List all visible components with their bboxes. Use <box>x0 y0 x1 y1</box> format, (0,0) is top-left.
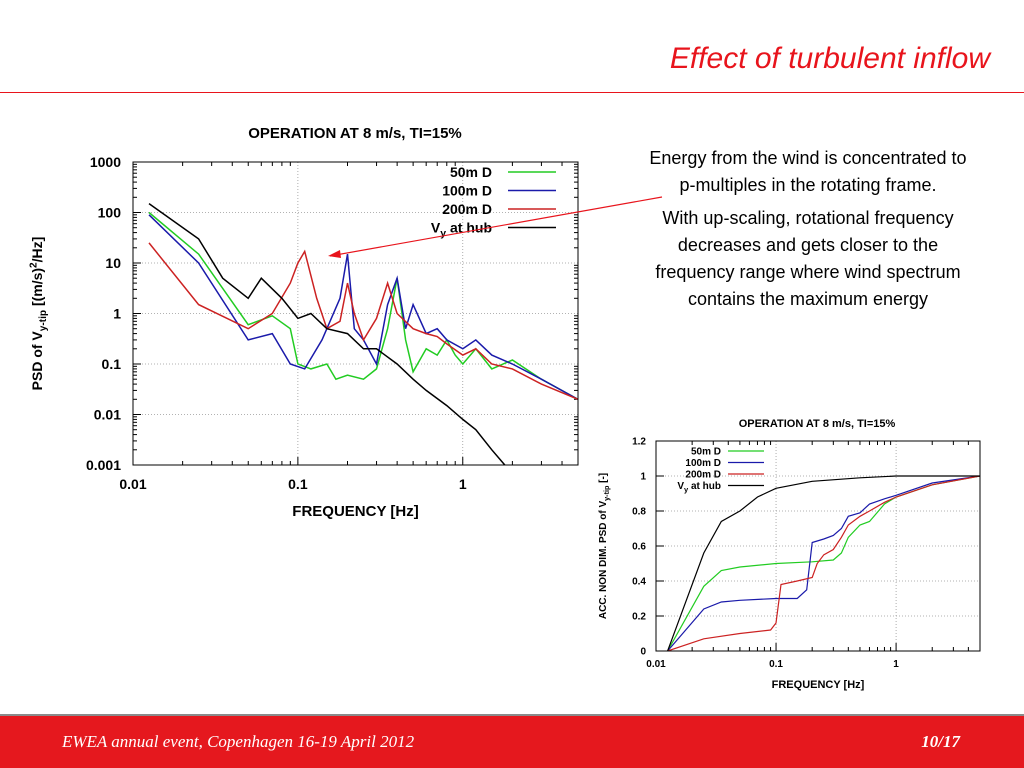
legend-label: 100m D <box>442 182 492 198</box>
chart-2: 0.01 0.1 1 0 0.2 0.4 0.6 0.8 1 1.2 OPERATION AT 8 … <box>598 418 981 691</box>
paragraph-energy: Energy from the wind is concentrated to … <box>649 148 967 195</box>
series-line-s100 <box>148 214 578 400</box>
series-line-s100 <box>667 475 980 651</box>
y-tick-label: 1.2 <box>632 437 646 448</box>
y-tick-label: 0.8 <box>632 507 646 518</box>
x-tick-label: 0.01 <box>646 659 666 670</box>
footer-page-number: 10/17 <box>921 732 960 751</box>
x-tick-label: 0.1 <box>769 659 783 670</box>
y-axis-label: ACC. NON DIM. PSD of Vy-tip [-] <box>598 473 611 619</box>
legend-label: 100m D <box>685 458 721 469</box>
y-tick-label: 0.001 <box>86 457 121 473</box>
description-text: Energy from the wind is concentrated to … <box>648 145 968 319</box>
slide-title: Effect of turbulent inflow <box>669 42 990 75</box>
series-line-s50 <box>148 211 578 400</box>
y-tick-label: 10 <box>105 255 121 271</box>
x-tick-label: 0.01 <box>119 476 146 492</box>
x-axis-label: FREQUENCY [Hz] <box>772 679 865 691</box>
series-line-hub <box>148 202 506 465</box>
x-axis-label: FREQUENCY [Hz] <box>292 503 418 520</box>
y-tick-label: 0.4 <box>632 577 646 588</box>
legend-label: 200m D <box>685 470 721 481</box>
legend-label: Vy at hub <box>431 219 492 239</box>
series-line-s50 <box>667 475 980 651</box>
x-tick-label: 1 <box>459 476 467 492</box>
chart-title: OPERATION AT 8 m/s, TI=15% <box>739 418 896 430</box>
chart-title: OPERATION AT 8 m/s, TI=15% <box>248 125 462 142</box>
y-tick-label: 1 <box>640 472 646 483</box>
y-tick-label: 100 <box>98 204 122 220</box>
y-tick-label: 0.2 <box>632 612 646 623</box>
x-tick-label: 0.1 <box>288 476 308 492</box>
x-tick-label: 1 <box>893 659 899 670</box>
footer-bar: EWEA annual event, Copenhagen 16-19 Apri… <box>0 714 1024 768</box>
title-rule <box>0 92 1024 93</box>
paragraph-upscaling: With up-scaling, rotational frequency de… <box>655 208 961 309</box>
legend-label: 50m D <box>450 164 492 180</box>
y-axis-label: PSD of Vy-tip [(m/s)2/Hz] <box>28 237 49 391</box>
series-line-s200 <box>148 242 578 400</box>
y-tick-label: 1 <box>113 305 121 321</box>
y-tick-label: 0 <box>640 647 646 658</box>
footer-event: EWEA annual event, Copenhagen 16-19 Apri… <box>62 732 415 751</box>
y-tick-label: 0.6 <box>632 542 646 553</box>
y-tick-label: 0.01 <box>94 406 121 422</box>
series-line-hub <box>667 475 980 651</box>
y-tick-label: 1000 <box>90 154 121 170</box>
legend-label: 50m D <box>691 447 721 458</box>
series-line-s200 <box>667 475 980 651</box>
chart-1: 0.01 0.1 1 0.001 0.01 0.1 1 10 100 1000 OPERATION … <box>28 125 579 520</box>
legend-label: 200m D <box>442 201 492 217</box>
y-tick-label: 0.1 <box>102 356 122 372</box>
legend-label: Vy at hub <box>677 481 721 494</box>
